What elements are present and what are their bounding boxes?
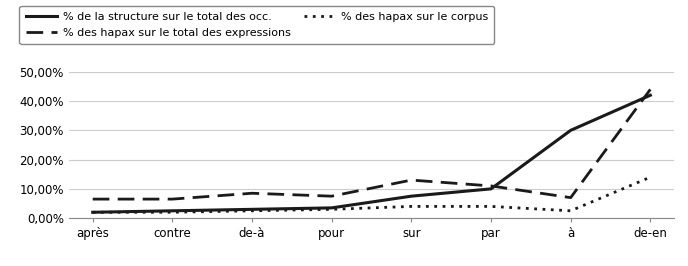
Legend: % de la structure sur le total des occ., % des hapax sur le total des expression: % de la structure sur le total des occ.,… xyxy=(19,6,495,44)
